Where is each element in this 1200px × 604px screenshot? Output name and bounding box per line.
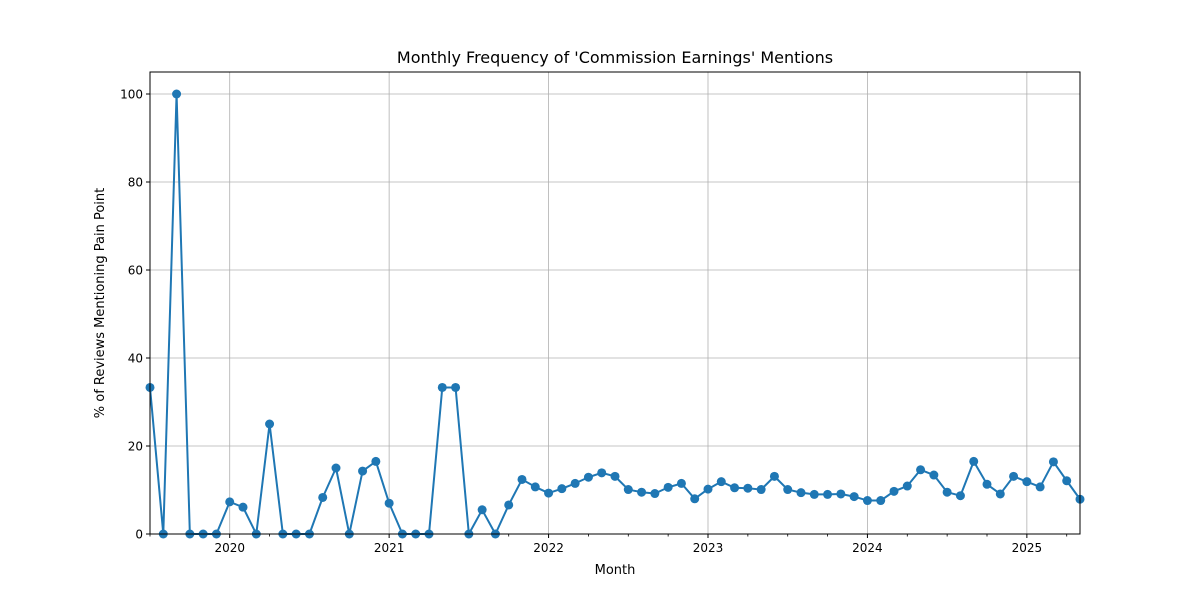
data-point bbox=[676, 478, 686, 488]
series-layer bbox=[145, 89, 1085, 539]
x-tick-label: 2024 bbox=[852, 541, 883, 555]
data-point bbox=[477, 505, 487, 515]
data-point bbox=[809, 489, 819, 499]
data-point bbox=[318, 492, 328, 502]
y-tick-label: 20 bbox=[128, 440, 143, 454]
x-tick-label: 2022 bbox=[533, 541, 564, 555]
data-point bbox=[902, 481, 912, 491]
data-point bbox=[969, 456, 979, 466]
data-point bbox=[703, 484, 713, 494]
data-point bbox=[384, 498, 394, 508]
data-point bbox=[982, 479, 992, 489]
axis-layer: 0 20 40 60 80 100 2020 2021 2022 2023 2024 2025 bbox=[120, 88, 1068, 555]
data-point bbox=[862, 496, 872, 506]
data-point bbox=[690, 494, 700, 504]
data-point bbox=[451, 382, 461, 392]
data-point bbox=[371, 456, 381, 466]
data-point bbox=[836, 489, 846, 499]
data-point bbox=[663, 482, 673, 492]
data-point bbox=[1009, 471, 1019, 481]
y-tick-label: 60 bbox=[128, 264, 143, 278]
data-point bbox=[265, 419, 275, 429]
data-point bbox=[437, 382, 447, 392]
x-tick-label: 2021 bbox=[374, 541, 405, 555]
data-point bbox=[796, 488, 806, 498]
y-tick-label: 100 bbox=[120, 88, 143, 102]
data-point bbox=[743, 483, 753, 493]
data-point bbox=[876, 496, 886, 506]
data-point bbox=[610, 471, 620, 481]
data-point bbox=[1048, 457, 1058, 467]
y-tick-label: 40 bbox=[128, 352, 143, 366]
data-point bbox=[172, 89, 182, 99]
plot-frame bbox=[149, 71, 1081, 535]
data-point bbox=[1035, 482, 1045, 492]
data-point bbox=[597, 468, 607, 478]
x-tick-label: 2025 bbox=[1012, 541, 1043, 555]
data-point bbox=[1022, 477, 1032, 487]
data-point bbox=[544, 488, 554, 498]
y-tick-label: 0 bbox=[135, 528, 143, 542]
data-point bbox=[570, 478, 580, 488]
data-point bbox=[1062, 476, 1072, 486]
data-point bbox=[225, 497, 235, 507]
data-point bbox=[331, 463, 341, 473]
data-point bbox=[623, 485, 633, 495]
data-point bbox=[849, 492, 859, 502]
data-point bbox=[916, 465, 926, 475]
chart-title: Monthly Frequency of 'Commission Earning… bbox=[397, 48, 833, 67]
x-tick-label: 2020 bbox=[214, 541, 245, 555]
data-point bbox=[929, 470, 939, 480]
data-point bbox=[358, 466, 368, 476]
data-point bbox=[517, 474, 527, 484]
x-axis-label: Month bbox=[595, 563, 636, 578]
data-point bbox=[650, 489, 660, 499]
data-point bbox=[783, 485, 793, 495]
y-axis-label: % of Reviews Mentioning Pain Point bbox=[93, 188, 108, 419]
data-point bbox=[955, 491, 965, 501]
data-point bbox=[823, 489, 833, 499]
data-point bbox=[730, 483, 740, 493]
data-point bbox=[557, 484, 567, 494]
data-point bbox=[942, 487, 952, 497]
data-point bbox=[238, 502, 248, 512]
y-tick-label: 80 bbox=[128, 176, 143, 190]
data-point bbox=[716, 477, 726, 487]
data-point bbox=[995, 489, 1005, 499]
grid-layer bbox=[150, 72, 1080, 535]
x-tick-label: 2023 bbox=[693, 541, 724, 555]
data-point bbox=[530, 482, 540, 492]
data-point bbox=[889, 486, 899, 496]
data-point bbox=[583, 472, 593, 482]
data-point bbox=[504, 500, 514, 510]
data-point bbox=[637, 487, 647, 497]
data-point bbox=[769, 471, 779, 481]
data-point bbox=[756, 485, 766, 495]
